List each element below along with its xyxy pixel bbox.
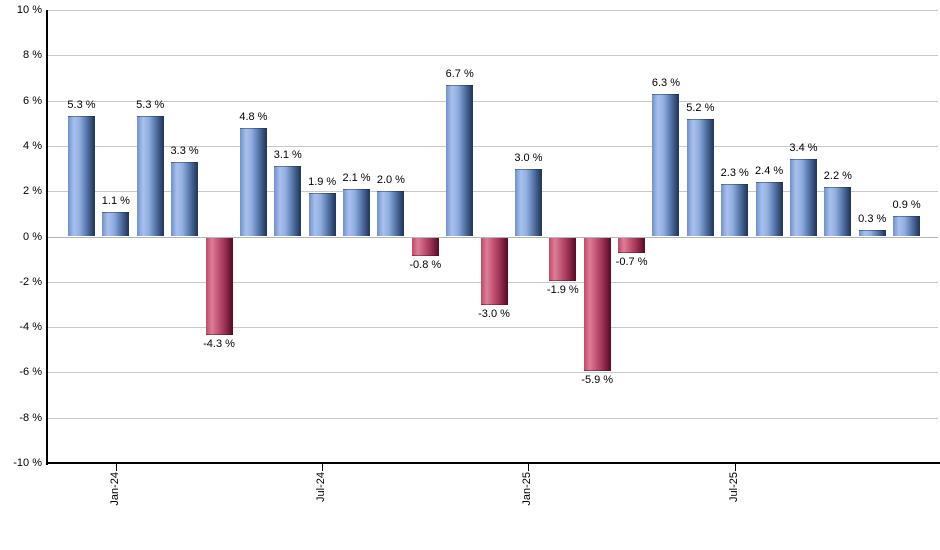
bar-value-label: 5.3 %	[67, 99, 96, 112]
bar-Nov-24	[446, 84, 474, 237]
y-axis-tick-label: 8 %	[23, 49, 42, 62]
y-axis-tick-label: 6 %	[23, 94, 42, 107]
bar-May-24	[239, 127, 267, 237]
bar-value-label: 0.9 %	[892, 199, 921, 212]
bar-Jan-24	[102, 211, 130, 237]
bar-value-label: 2.4 %	[755, 165, 784, 178]
bar-Jun-25	[686, 118, 714, 237]
bar-value-label: 2.1 %	[342, 171, 371, 184]
bar-Jul-24	[308, 193, 336, 237]
x-axis-tick	[734, 464, 736, 471]
bar-Apr-24	[205, 237, 233, 335]
bar-Jan-25	[514, 168, 542, 237]
bar-value-label: 6.7 %	[445, 67, 474, 80]
bar-value-label: 5.3 %	[136, 99, 165, 112]
bar-Feb-24	[136, 116, 164, 237]
bar-value-label: -4.3 %	[203, 337, 235, 350]
bar-value-label: 0.3 %	[858, 212, 887, 225]
bar-Sep-25	[789, 159, 817, 237]
bar-value-label: 4.8 %	[239, 110, 268, 123]
x-axis-tick-label: Jul-25	[727, 472, 740, 502]
bar-Dec-23	[68, 116, 95, 237]
y-axis-line	[46, 10, 48, 465]
x-axis-tick	[322, 464, 324, 471]
y-axis-tick-label: -2 %	[19, 275, 42, 288]
bar-Nov-25	[858, 229, 886, 237]
y-axis-tick-label: 0 %	[23, 230, 42, 243]
bar-value-label: 2.0 %	[376, 174, 405, 187]
bar-value-label: 2.2 %	[823, 169, 852, 182]
x-axis-tick-label: Jan-24	[108, 472, 121, 506]
bar-Mar-25	[583, 237, 611, 372]
bar-value-label: 3.0 %	[514, 151, 543, 164]
x-axis-tick	[115, 464, 117, 471]
bar-value-label: -1.9 %	[546, 283, 579, 296]
y-axis-tick-label: 2 %	[23, 185, 42, 198]
bar-Sep-24	[377, 191, 405, 237]
x-axis-tick	[528, 464, 530, 471]
bar-value-label: 3.4 %	[789, 142, 818, 155]
bar-Apr-25	[618, 237, 646, 254]
bar-May-25	[652, 93, 680, 237]
bar-Jul-25	[721, 184, 749, 237]
bar-Dec-24	[480, 237, 508, 306]
x-axis-tick-label: Jan-25	[521, 472, 534, 506]
bar-value-label: 6.3 %	[651, 76, 681, 89]
gridline	[48, 55, 938, 57]
x-axis-tick-label: Jul-24	[315, 472, 328, 502]
bar-value-label: -5.9 %	[581, 374, 614, 387]
gridline	[48, 372, 938, 374]
bar-Jun-24	[274, 166, 302, 237]
gridline	[48, 145, 938, 147]
bar-value-label: -0.7 %	[615, 256, 648, 269]
y-axis-tick-label: -6 %	[19, 366, 42, 379]
gridline	[48, 327, 938, 329]
gridline	[48, 417, 938, 419]
bar-value-label: 3.1 %	[273, 149, 302, 162]
bar-Mar-24	[171, 161, 199, 237]
zero-gridline	[48, 236, 938, 238]
bar-Oct-25	[824, 186, 852, 237]
bar-Oct-24	[411, 237, 439, 256]
bar-value-label: 5.2 %	[686, 101, 715, 114]
y-axis-tick-label: -10 %	[13, 457, 42, 469]
bar-Dec-25	[893, 216, 921, 237]
y-axis-tick-label: 10 %	[16, 4, 42, 16]
gridline	[48, 191, 938, 193]
x-axis-line	[46, 462, 940, 464]
bar-value-label: -0.8 %	[409, 258, 442, 271]
y-axis-tick-label: -8 %	[19, 411, 42, 424]
bar-Aug-24	[343, 188, 371, 237]
y-axis-tick-label: 4 %	[23, 139, 42, 152]
bar-Aug-25	[755, 182, 783, 237]
gridline	[48, 10, 938, 11]
gridline	[48, 100, 938, 102]
bar-Feb-25	[549, 237, 577, 281]
bar-value-label: 3.3 %	[170, 144, 199, 157]
bar-value-label: 1.9 %	[308, 176, 337, 189]
y-axis-tick-label: -4 %	[19, 321, 42, 334]
bar-value-label: 1.1 %	[101, 194, 130, 207]
bar-value-label: 2.3 %	[720, 167, 749, 180]
bar-value-label: -3.0 %	[478, 308, 510, 321]
